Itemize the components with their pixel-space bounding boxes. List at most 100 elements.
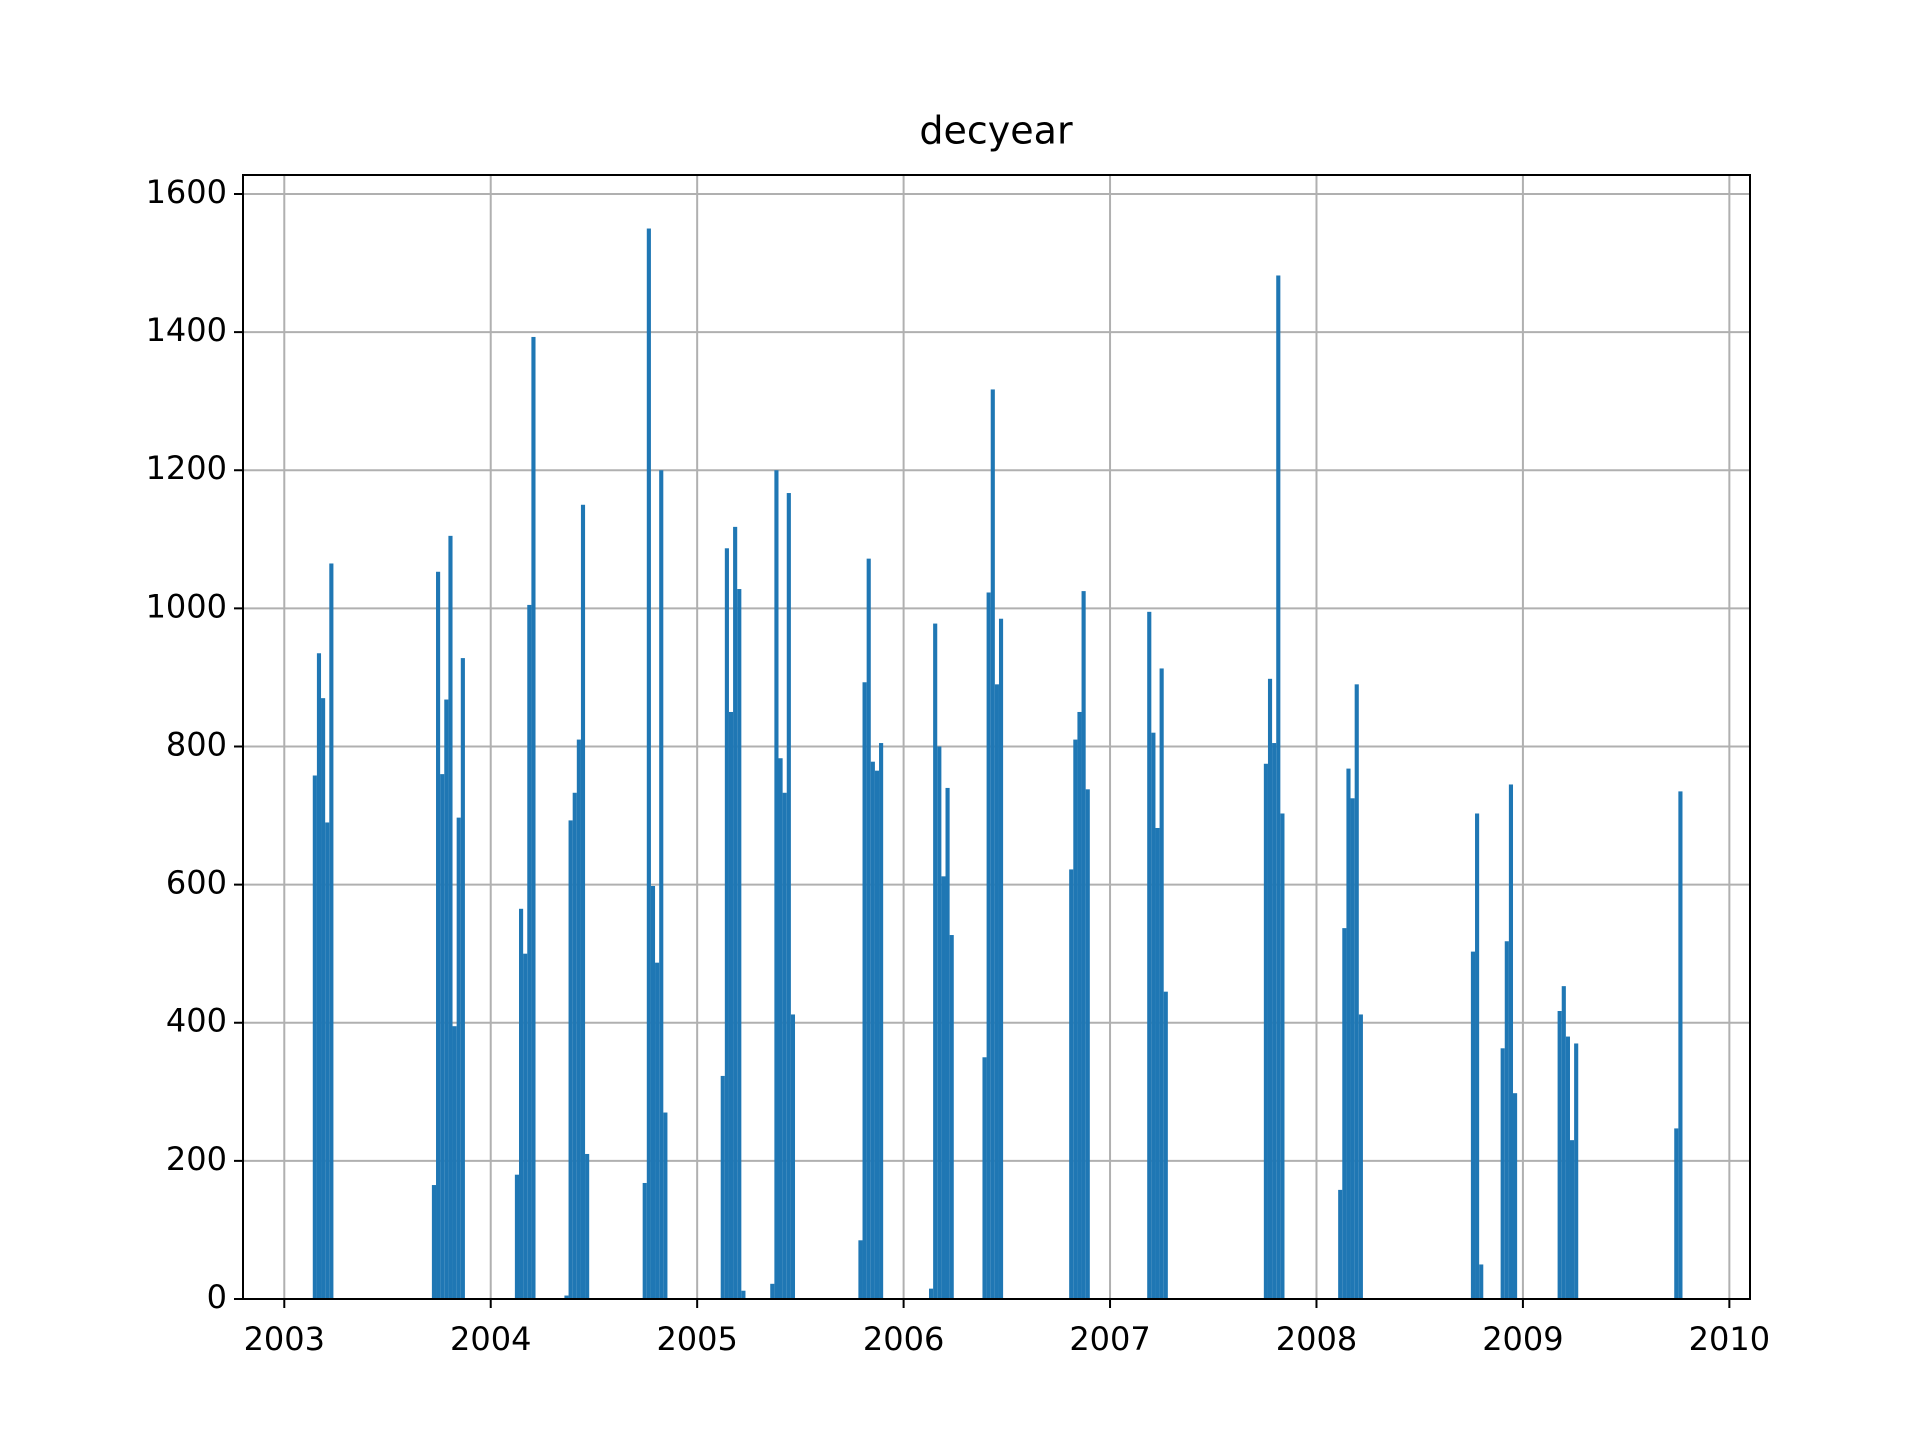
y-tick-label: 1200: [146, 449, 227, 487]
bar: [1354, 684, 1359, 1299]
bar: [874, 770, 880, 1299]
bar: [572, 792, 577, 1299]
bar: [1263, 763, 1268, 1299]
bar: [527, 604, 532, 1299]
y-tick-label: 400: [166, 1002, 227, 1040]
x-tick-label: 2007: [1069, 1320, 1150, 1358]
bar: [949, 935, 954, 1299]
bar: [1574, 1043, 1579, 1299]
bar: [998, 618, 1004, 1299]
bar: [1085, 789, 1090, 1299]
bar: [580, 504, 586, 1299]
bar: [431, 1185, 437, 1299]
bar: [741, 1290, 746, 1299]
bar: [879, 743, 884, 1299]
bar: [568, 820, 573, 1299]
bar: [1155, 827, 1160, 1299]
bar: [659, 470, 664, 1299]
bar: [1159, 668, 1164, 1299]
bar: [321, 698, 326, 1299]
bar: [928, 1288, 934, 1299]
bar: [514, 1174, 520, 1299]
bar: [663, 1112, 668, 1299]
bar: [1358, 1014, 1363, 1299]
bar: [436, 571, 441, 1299]
bar: [1561, 986, 1566, 1299]
bar: [1151, 732, 1156, 1299]
bar: [728, 711, 734, 1299]
bar: [937, 746, 942, 1299]
bar: [866, 558, 871, 1299]
x-tick-label: 2003: [244, 1320, 325, 1358]
bar: [1475, 813, 1480, 1299]
bar: [325, 822, 330, 1299]
bar: [1069, 869, 1074, 1299]
y-tick-label: 1400: [146, 311, 227, 349]
bar: [1678, 791, 1683, 1299]
x-tick-label: 2009: [1482, 1320, 1563, 1358]
bar: [1479, 1264, 1484, 1299]
bar: [329, 563, 334, 1299]
y-tick-label: 200: [166, 1140, 227, 1178]
x-tick-label: 2008: [1276, 1320, 1357, 1358]
bar: [642, 1182, 647, 1299]
bar: [444, 699, 449, 1299]
bar: [733, 526, 738, 1299]
chart-title: decyear: [919, 109, 1073, 153]
bar: [312, 775, 317, 1299]
bar: [720, 1075, 725, 1299]
bar: [1342, 928, 1347, 1299]
bar: [790, 1014, 796, 1299]
bar: [460, 658, 465, 1299]
bar: [650, 886, 656, 1299]
bar: [1513, 1093, 1518, 1299]
bar: [870, 761, 875, 1299]
bar: [982, 1057, 987, 1299]
bar: [1073, 739, 1078, 1299]
bar: [1280, 813, 1285, 1299]
bar: [774, 470, 779, 1299]
y-tick-label: 600: [166, 864, 227, 902]
bar: [1569, 1140, 1575, 1299]
bar: [1500, 1048, 1505, 1299]
bar: [316, 653, 322, 1299]
bar: [858, 1240, 863, 1299]
bar: [1338, 1189, 1343, 1299]
bar: [1565, 1036, 1570, 1299]
x-tick-label: 2010: [1689, 1320, 1770, 1358]
bar: [986, 592, 991, 1299]
bar: [519, 908, 524, 1299]
bar: [1557, 1011, 1562, 1299]
bar: [933, 623, 938, 1299]
bar: [1350, 798, 1355, 1299]
bar: [782, 792, 787, 1299]
bar: [1508, 784, 1514, 1299]
bar: [945, 787, 950, 1299]
bar: [655, 962, 660, 1299]
bar: [523, 953, 528, 1299]
y-tick-label: 1600: [146, 173, 227, 211]
bar: [576, 739, 581, 1299]
bar: [1147, 611, 1152, 1299]
bar: [1504, 941, 1509, 1299]
bar: [456, 817, 461, 1299]
bar: [440, 774, 445, 1299]
bar: [862, 682, 867, 1299]
bar: [1272, 743, 1277, 1299]
x-tick-label: 2004: [450, 1320, 531, 1358]
bar: [585, 1153, 590, 1299]
bar: [770, 1283, 775, 1299]
bar: [724, 548, 729, 1299]
plot-frame: [242, 174, 1751, 1300]
bar: [646, 228, 651, 1299]
bar: [941, 876, 946, 1299]
bars: [312, 228, 1683, 1299]
bar: [564, 1295, 569, 1299]
bar: [531, 336, 536, 1299]
bar: [448, 535, 453, 1299]
bar: [1077, 711, 1082, 1299]
bar: [1674, 1128, 1679, 1299]
bar: [1081, 591, 1086, 1299]
bar: [994, 684, 999, 1299]
